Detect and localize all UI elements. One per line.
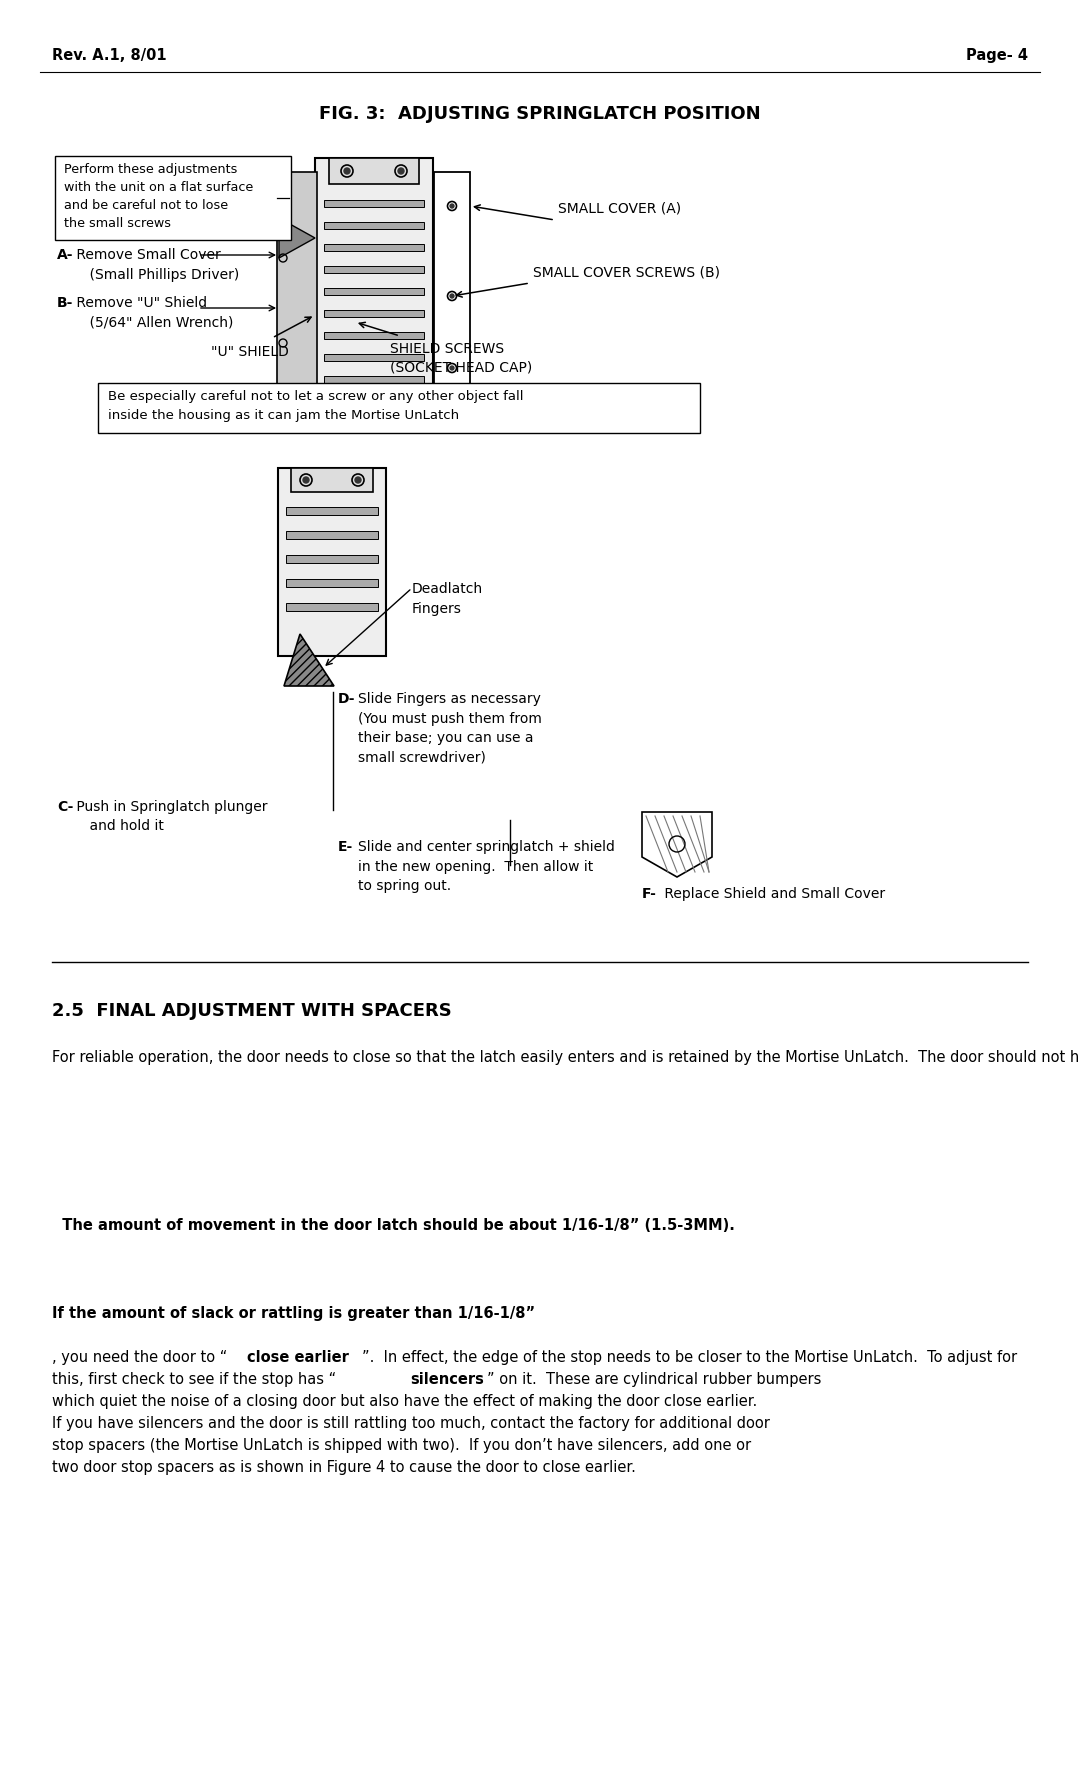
Text: Deadlatch
Fingers: Deadlatch Fingers <box>411 581 483 615</box>
Bar <box>324 222 424 229</box>
Text: Slide and center springlatch + shield
in the new opening.  Then allow it
to spri: Slide and center springlatch + shield in… <box>357 839 615 893</box>
Text: SHIELD SCREWS
(SOCKET HEAD CAP): SHIELD SCREWS (SOCKET HEAD CAP) <box>390 341 532 375</box>
Bar <box>324 309 424 316</box>
Text: 2.5  FINAL ADJUSTMENT WITH SPACERS: 2.5 FINAL ADJUSTMENT WITH SPACERS <box>52 1003 451 1021</box>
Polygon shape <box>284 635 334 686</box>
Bar <box>286 532 378 539</box>
Text: silencers: silencers <box>410 1373 484 1387</box>
Text: F-: F- <box>642 887 657 901</box>
Bar <box>324 244 424 251</box>
Text: "U" SHIELD: "U" SHIELD <box>211 345 289 359</box>
Circle shape <box>303 477 309 484</box>
Text: Be especially careful not to let a screw or any other object fall
inside the hou: Be especially careful not to let a screw… <box>108 389 524 421</box>
Text: stop spacers (the Mortise UnLatch is shipped with two).  If you don’t have silen: stop spacers (the Mortise UnLatch is shi… <box>52 1438 751 1453</box>
Text: If you have silencers and the door is still rattling too much, contact the facto: If you have silencers and the door is st… <box>52 1415 770 1431</box>
Text: Page- 4: Page- 4 <box>966 48 1028 62</box>
Bar <box>324 288 424 295</box>
Text: Rev. A.1, 8/01: Rev. A.1, 8/01 <box>52 48 166 62</box>
Bar <box>324 375 424 382</box>
Bar <box>315 158 433 411</box>
Text: close earlier: close earlier <box>247 1350 349 1366</box>
Text: Remove Small Cover
    (Small Phillips Driver): Remove Small Cover (Small Phillips Drive… <box>72 247 240 281</box>
Circle shape <box>450 293 454 299</box>
Text: which quiet the noise of a closing door but also have the effect of making the d: which quiet the noise of a closing door … <box>52 1394 757 1408</box>
Bar <box>286 507 378 516</box>
Text: Remove "U" Shield
    (5/64" Allen Wrench): Remove "U" Shield (5/64" Allen Wrench) <box>72 295 233 329</box>
Text: this, first check to see if the stop has “: this, first check to see if the stop has… <box>52 1373 336 1387</box>
Text: Slide Fingers as necessary
(You must push them from
their base; you can use a
sm: Slide Fingers as necessary (You must pus… <box>357 692 542 765</box>
Text: ”.  In effect, the edge of the stop needs to be closer to the Mortise UnLatch.  : ”. In effect, the edge of the stop needs… <box>362 1350 1017 1366</box>
Text: Perform these adjustments
with the unit on a flat surface
and be careful not to : Perform these adjustments with the unit … <box>64 164 253 229</box>
Bar <box>329 158 419 183</box>
Polygon shape <box>642 813 712 877</box>
Circle shape <box>450 204 454 208</box>
Bar <box>286 580 378 587</box>
Text: For reliable operation, the door needs to close so that the latch easily enters : For reliable operation, the door needs t… <box>52 1051 1080 1065</box>
Bar <box>324 199 424 206</box>
Circle shape <box>399 167 404 174</box>
Bar <box>286 555 378 564</box>
Bar <box>434 172 470 396</box>
Bar <box>291 468 373 493</box>
Text: Push in Springlatch plunger
    and hold it: Push in Springlatch plunger and hold it <box>72 800 268 834</box>
Text: SMALL COVER SCREWS (B): SMALL COVER SCREWS (B) <box>534 265 720 279</box>
Circle shape <box>355 477 361 484</box>
Polygon shape <box>279 219 315 258</box>
Text: B-: B- <box>57 295 73 309</box>
Bar <box>286 603 378 612</box>
FancyBboxPatch shape <box>55 156 291 240</box>
Text: two door stop spacers as is shown in Figure 4 to cause the door to close earlier: two door stop spacers as is shown in Fig… <box>52 1460 636 1476</box>
Bar <box>324 354 424 361</box>
Bar <box>278 468 386 656</box>
Text: The amount of movement in the door latch should be about 1/16-1/8” (1.5-3MM).: The amount of movement in the door latch… <box>52 1218 734 1232</box>
Text: E-: E- <box>338 839 353 853</box>
Circle shape <box>345 167 350 174</box>
FancyBboxPatch shape <box>98 382 700 434</box>
Text: A-: A- <box>57 247 73 261</box>
Circle shape <box>450 366 454 370</box>
Bar <box>324 332 424 340</box>
Bar <box>324 267 424 274</box>
Text: Replace Shield and Small Cover: Replace Shield and Small Cover <box>660 887 886 901</box>
Text: FIG. 3:  ADJUSTING SPRINGLATCH POSITION: FIG. 3: ADJUSTING SPRINGLATCH POSITION <box>320 105 760 123</box>
Text: , you need the door to “: , you need the door to “ <box>52 1350 227 1366</box>
Bar <box>276 172 318 391</box>
Text: C-: C- <box>57 800 73 814</box>
Text: ” on it.  These are cylindrical rubber bumpers: ” on it. These are cylindrical rubber bu… <box>487 1373 822 1387</box>
Text: SMALL COVER (A): SMALL COVER (A) <box>558 203 681 215</box>
Text: If the amount of slack or rattling is greater than 1/16-1/8”: If the amount of slack or rattling is gr… <box>52 1307 535 1321</box>
Text: D-: D- <box>338 692 355 706</box>
